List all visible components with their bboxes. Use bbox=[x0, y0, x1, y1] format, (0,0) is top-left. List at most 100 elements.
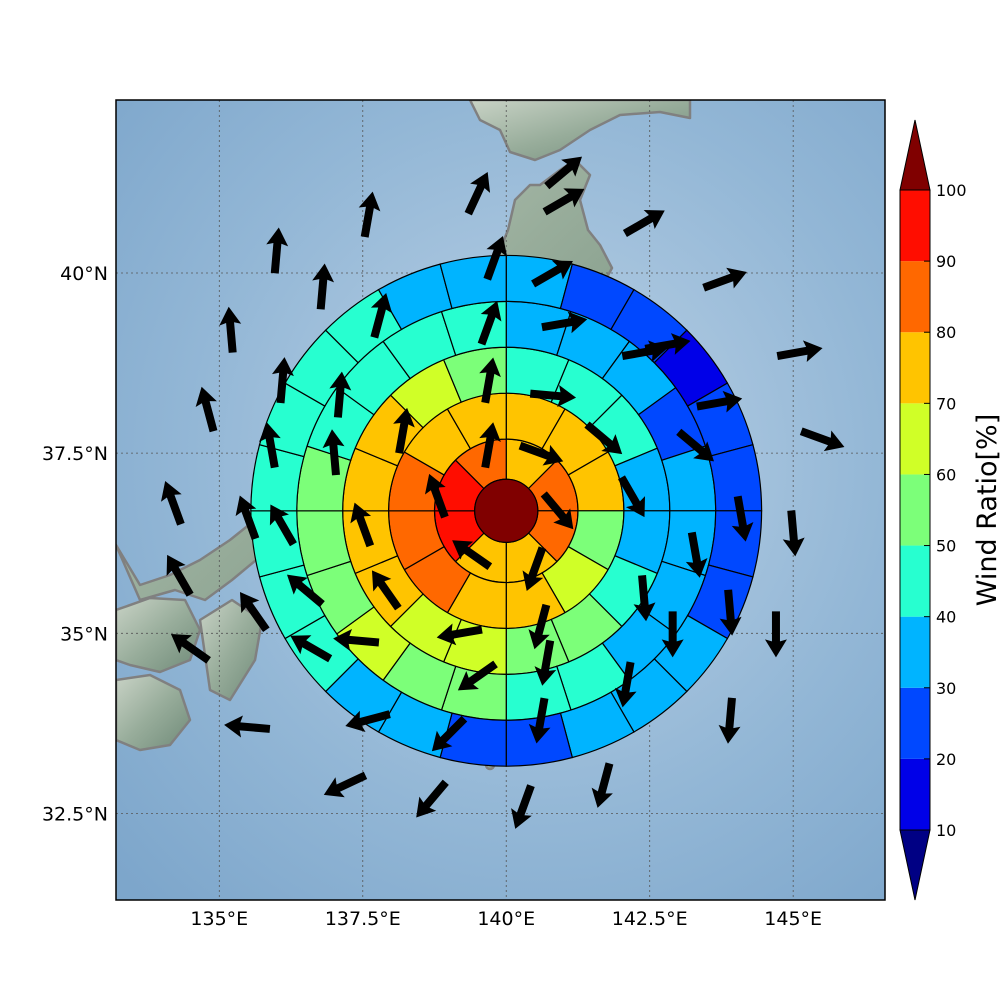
wind-arrow bbox=[322, 429, 345, 476]
colorbar-band bbox=[900, 687, 930, 759]
wind-arrow bbox=[685, 531, 708, 578]
colorbar-over-arrow bbox=[899, 119, 931, 191]
colorbar-tick-label: 50 bbox=[936, 537, 956, 556]
lon-tick-label: 142.5°E bbox=[612, 908, 688, 930]
wind-arrow bbox=[358, 191, 381, 238]
map-frame bbox=[115, 99, 886, 901]
lon-tick-label: 137.5°E bbox=[325, 908, 401, 930]
wind-arrow bbox=[702, 267, 747, 292]
map-axis-ticks: 135°E 137.5°E 140°E 142.5°E 145°E 32.5°N 35°N 3… bbox=[42, 263, 822, 930]
colorbar-band bbox=[900, 758, 930, 830]
colorbar-band bbox=[900, 403, 930, 475]
lon-tick-label: 145°E bbox=[764, 908, 822, 930]
wind-arrow bbox=[479, 357, 501, 404]
colorbar-band bbox=[900, 545, 930, 617]
lat-tick-label: 35°N bbox=[60, 623, 108, 645]
wind-arrow bbox=[457, 660, 498, 691]
wind-arrow bbox=[518, 441, 564, 466]
colorbar: 10 20 30 40 50 60 70 80 90 100 bbox=[899, 119, 967, 901]
map-panel bbox=[116, 100, 885, 900]
wind-arrow bbox=[393, 407, 415, 454]
wind-arrow bbox=[271, 357, 294, 404]
wind-arrow bbox=[479, 422, 501, 469]
wind-arrow bbox=[528, 603, 551, 650]
wind-arrow bbox=[269, 504, 297, 547]
wind-arrow bbox=[511, 784, 535, 829]
wind-arrow bbox=[333, 629, 380, 651]
wind-arrow bbox=[350, 502, 375, 548]
wind-arrow bbox=[370, 293, 393, 339]
shikoku-landmass bbox=[116, 596, 202, 674]
colorbar-tick-label: 100 bbox=[936, 181, 967, 200]
wind-arrow bbox=[483, 236, 508, 281]
wind-arrows bbox=[160, 156, 845, 829]
wind-arrow bbox=[633, 575, 656, 622]
colorbar-tick-label: 80 bbox=[936, 323, 956, 342]
wind-arrow bbox=[239, 592, 270, 633]
colorbar-tick-label: 30 bbox=[936, 679, 956, 698]
wind-ratio-core bbox=[474, 478, 539, 543]
wind-arrow bbox=[436, 623, 483, 646]
colorbar-title: Wind Ratio[%] bbox=[972, 414, 1000, 606]
wind-arrow bbox=[345, 710, 391, 732]
colorbar-tick-label: 10 bbox=[936, 821, 956, 840]
lon-tick-label: 135°E bbox=[190, 908, 248, 930]
wind-arrow bbox=[266, 227, 289, 274]
colorbar-band bbox=[900, 332, 930, 404]
lat-tick-label: 32.5°N bbox=[42, 804, 108, 826]
wind-arrow bbox=[329, 371, 352, 418]
colorbar-tick-label: 70 bbox=[936, 394, 956, 413]
wind-arrow bbox=[541, 311, 588, 334]
wind-arrow bbox=[290, 635, 333, 663]
wind-arrow bbox=[286, 574, 325, 608]
wind-ratio-sectors bbox=[250, 254, 763, 767]
wind-arrow bbox=[160, 481, 185, 526]
wind-arrow bbox=[591, 762, 614, 808]
wind-arrow bbox=[224, 715, 271, 738]
wind-arrow bbox=[170, 633, 211, 664]
lon-tick-label: 140°E bbox=[477, 908, 535, 930]
wind-arrow bbox=[782, 510, 805, 557]
wind-arrow bbox=[195, 386, 218, 433]
colorbar-under-arrow bbox=[899, 829, 931, 901]
wind-arrow bbox=[522, 546, 547, 592]
wind-arrow bbox=[531, 260, 573, 288]
wind-arrow bbox=[618, 475, 646, 518]
wind-arrow bbox=[528, 697, 551, 744]
hokkaido-landmass bbox=[468, 100, 692, 162]
southern-shore-landmass bbox=[116, 673, 192, 752]
wind-arrow bbox=[696, 390, 743, 413]
wind-arrow bbox=[259, 422, 281, 469]
wind-arrow bbox=[718, 697, 741, 744]
wind-arrow bbox=[542, 188, 585, 216]
wind-arrow bbox=[584, 421, 623, 455]
wind-arrow bbox=[424, 473, 449, 519]
wind-arrow bbox=[676, 428, 715, 462]
wind-arrow bbox=[323, 771, 368, 798]
wind-arrow bbox=[452, 540, 493, 570]
colorbar-band bbox=[900, 261, 930, 333]
wind-arrow bbox=[534, 639, 557, 686]
wind-arrow bbox=[464, 171, 491, 216]
colorbar-tick-label: 90 bbox=[936, 252, 956, 271]
wind-arrow bbox=[416, 779, 449, 818]
wind-arrow bbox=[235, 495, 260, 541]
wind-arrow bbox=[731, 495, 754, 542]
wind-arrow bbox=[540, 491, 574, 530]
wind-arrow bbox=[776, 340, 823, 363]
colorbar-tick-label: 20 bbox=[936, 750, 956, 769]
wind-arrow bbox=[799, 427, 845, 452]
lat-tick-label: 40°N bbox=[60, 263, 108, 285]
wind-arrow bbox=[166, 554, 194, 597]
lat-tick-label: 37.5°N bbox=[42, 443, 108, 465]
wind-arrow bbox=[477, 300, 502, 346]
colorbar-band bbox=[900, 190, 930, 262]
colorbar-band bbox=[900, 616, 930, 688]
wind-arrow bbox=[644, 333, 691, 355]
wind-arrow bbox=[544, 156, 583, 190]
wind-arrow bbox=[719, 589, 742, 636]
colorbar-outline bbox=[899, 189, 931, 831]
wind-arrow bbox=[661, 611, 684, 658]
wind-arrow bbox=[764, 611, 787, 658]
